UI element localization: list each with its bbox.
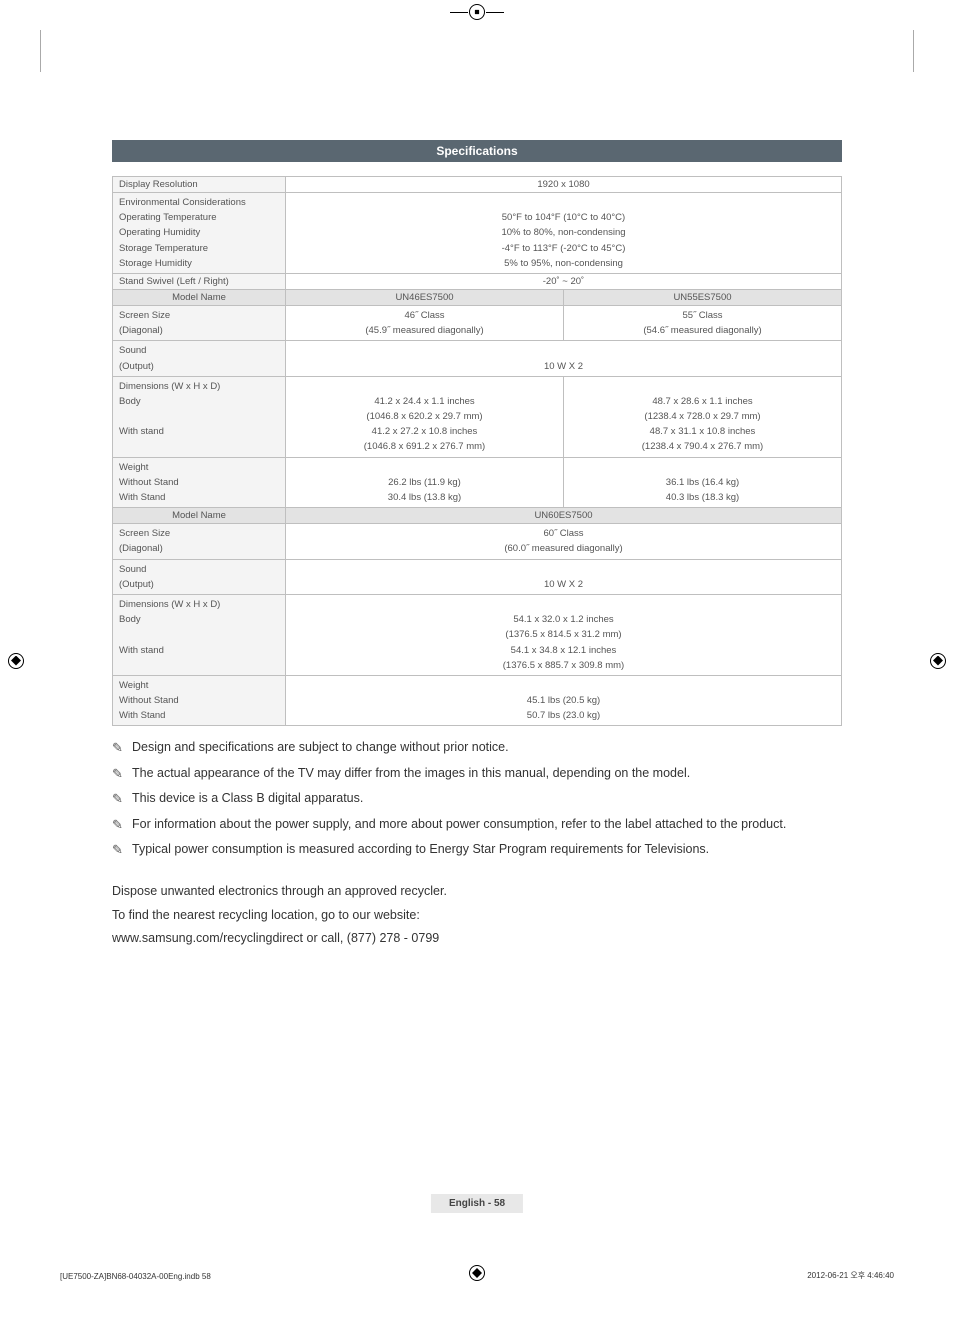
note-icon: ✎ <box>112 789 132 809</box>
spec-label: Dimensions (W x H x D) Body With stand <box>113 376 286 457</box>
note-icon: ✎ <box>112 738 132 758</box>
spec-value: 36.1 lbs (16.4 kg) 40.3 lbs (18.3 kg) <box>564 457 842 508</box>
spec-label: Display Resolution <box>113 177 286 193</box>
note-icon: ✎ <box>112 764 132 784</box>
spec-value: UN55ES7500 <box>564 289 842 305</box>
content-area: Specifications Display Resolution 1920 x… <box>112 140 842 951</box>
spec-value: 10 W X 2 <box>286 559 842 594</box>
spec-label: Weight Without Stand With Stand <box>113 457 286 508</box>
note-item: ✎ This device is a Class B digital appar… <box>112 789 842 809</box>
note-icon: ✎ <box>112 815 132 835</box>
note-text: For information about the power supply, … <box>132 815 842 835</box>
section-header: Specifications <box>112 140 842 162</box>
corner-mark <box>40 30 41 72</box>
page-number: English - 58 <box>431 1194 523 1213</box>
notes-list: ✎ Design and specifications are subject … <box>112 738 842 860</box>
corner-mark <box>913 30 914 72</box>
note-text: This device is a Class B digital apparat… <box>132 789 842 809</box>
note-icon: ✎ <box>112 840 132 860</box>
spec-value: 60˝ Class (60.0˝ measured diagonally) <box>286 524 842 559</box>
spec-value: 45.1 lbs (20.5 kg) 50.7 lbs (23.0 kg) <box>286 675 842 726</box>
spec-label: Weight Without Stand With Stand <box>113 675 286 726</box>
body-text: Dispose unwanted electronics through an … <box>112 880 842 951</box>
spec-value: UN46ES7500 <box>286 289 564 305</box>
spec-value: 50°F to 104°F (10°C to 40°C) 10% to 80%,… <box>286 193 842 274</box>
spec-label: Environmental Considerations Operating T… <box>113 193 286 274</box>
crop-mark-bottom <box>469 1265 485 1281</box>
spec-table: Display Resolution 1920 x 1080 Environme… <box>112 176 842 726</box>
note-text: Design and specifications are subject to… <box>132 738 842 758</box>
spec-value: 48.7 x 28.6 x 1.1 inches (1238.4 x 728.0… <box>564 376 842 457</box>
spec-value: 10 W X 2 <box>286 341 842 376</box>
spec-label: Stand Swivel (Left / Right) <box>113 273 286 289</box>
spec-value: 26.2 lbs (11.9 kg) 30.4 lbs (13.8 kg) <box>286 457 564 508</box>
spec-value: 46˝ Class (45.9˝ measured diagonally) <box>286 305 564 340</box>
spec-label: Sound (Output) <box>113 341 286 376</box>
body-line: Dispose unwanted electronics through an … <box>112 880 842 904</box>
crop-mark-left <box>8 652 24 670</box>
spec-label: Model Name <box>113 289 286 305</box>
body-line: To find the nearest recycling location, … <box>112 904 842 928</box>
body-line: www.samsung.com/recyclingdirect or call,… <box>112 927 842 951</box>
crop-mark-right <box>930 652 946 670</box>
crop-mark-top <box>450 4 504 20</box>
spec-value: UN60ES7500 <box>286 508 842 524</box>
spec-label: Screen Size (Diagonal) <box>113 305 286 340</box>
note-item: ✎ Typical power consumption is measured … <box>112 840 842 860</box>
note-item: ✎ The actual appearance of the TV may di… <box>112 764 842 784</box>
spec-value: 54.1 x 32.0 x 1.2 inches (1376.5 x 814.5… <box>286 594 842 675</box>
note-text: The actual appearance of the TV may diff… <box>132 764 842 784</box>
spec-value: -20˚ ~ 20˚ <box>286 273 842 289</box>
spec-label: Screen Size (Diagonal) <box>113 524 286 559</box>
footer-right: 2012-06-21 오후 4:46:40 <box>807 1270 894 1281</box>
spec-label: Sound (Output) <box>113 559 286 594</box>
spec-label: Dimensions (W x H x D) Body With stand <box>113 594 286 675</box>
spec-value: 41.2 x 24.4 x 1.1 inches (1046.8 x 620.2… <box>286 376 564 457</box>
page: Specifications Display Resolution 1920 x… <box>0 0 954 1321</box>
note-item: ✎ Design and specifications are subject … <box>112 738 842 758</box>
note-text: Typical power consumption is measured ac… <box>132 840 842 860</box>
spec-value: 1920 x 1080 <box>286 177 842 193</box>
spec-value: 55˝ Class (54.6˝ measured diagonally) <box>564 305 842 340</box>
note-item: ✎ For information about the power supply… <box>112 815 842 835</box>
footer-left: [UE7500-ZA]BN68-04032A-00Eng.indb 58 <box>60 1272 211 1281</box>
spec-label: Model Name <box>113 508 286 524</box>
